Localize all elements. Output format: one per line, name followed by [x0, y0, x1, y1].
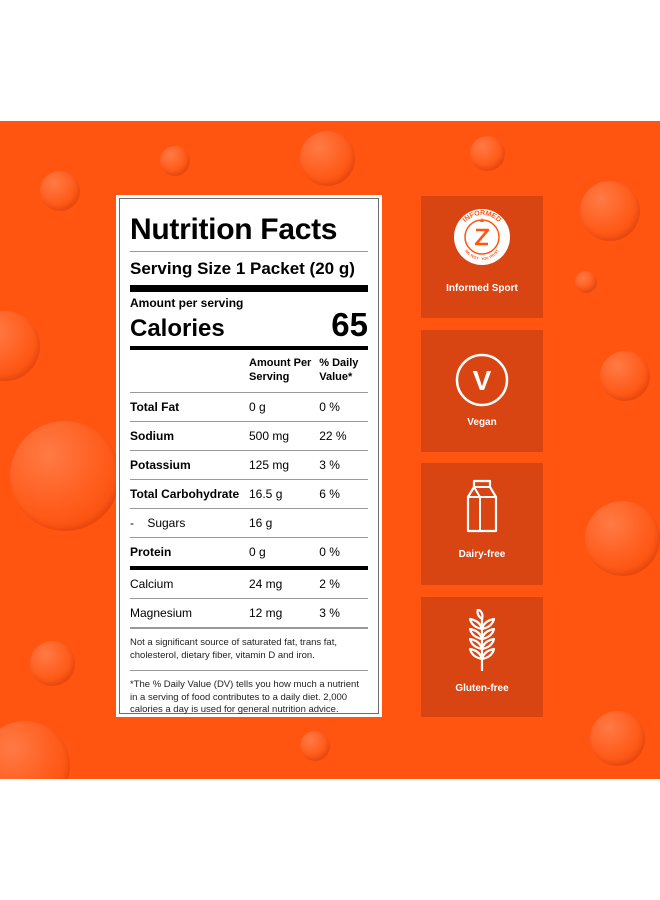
water-droplet	[160, 146, 190, 176]
water-droplet	[580, 181, 640, 241]
nutrient-amount: 125 mg	[249, 458, 290, 472]
nutrient-name: Calcium	[130, 577, 174, 591]
medium-divider	[130, 346, 368, 350]
nutrient-table: Total Fat 0 g 0 % Sodium 500 mg 22 % Potassium…	[130, 393, 368, 628]
nutrition-facts-title: Nutrition Facts	[130, 213, 338, 246]
nutrient-name: Total Carbohydrate	[130, 487, 240, 501]
water-droplet	[10, 421, 120, 531]
calories-label: Calories	[130, 315, 225, 342]
nutrient-name: Total Fat	[130, 400, 180, 414]
nutrient-name: Sodium	[130, 429, 174, 443]
nutrient-amount: 16.5 g	[249, 487, 283, 501]
water-droplet	[30, 641, 75, 686]
badge-informed-sport: INFORMED WE TEST · YOU TRUST Informed Sp…	[421, 196, 543, 318]
badge-caption: Dairy-free	[458, 549, 506, 560]
daily-value-column-header: % Daily Value*	[319, 357, 359, 383]
thick-divider	[130, 285, 368, 292]
nutrient-name: Magnesium	[130, 606, 193, 620]
milk-carton-icon	[466, 479, 498, 533]
nutrient-row: Total Fat 0 g 0 %	[130, 393, 368, 422]
water-droplet	[600, 351, 650, 401]
calories-row: Calories 65	[130, 308, 368, 342]
water-droplet	[300, 131, 355, 186]
water-droplet	[575, 271, 597, 293]
nutrient-amount: 24 mg	[249, 577, 283, 591]
nutrient-row: Protein 0 g 0 %	[130, 538, 368, 570]
serving-size: Serving Size 1 Packet (20 g)	[130, 251, 368, 285]
water-droplet	[585, 501, 660, 576]
nutrient-daily-value: 3 %	[319, 458, 340, 472]
nutrient-amount: 500 mg	[249, 429, 290, 443]
nutrient-daily-value: 0 %	[319, 545, 340, 559]
nutrient-daily-value: 0 %	[319, 400, 340, 414]
badge-caption: Vegan	[467, 417, 497, 428]
water-droplet	[470, 136, 505, 171]
nutrient-row: Sodium 500 mg 22 %	[130, 422, 368, 451]
nutrient-row: Magnesium 12 mg 3 %	[130, 599, 368, 628]
water-droplet	[0, 721, 70, 779]
water-droplet	[300, 731, 330, 761]
vegan-v-letter: V	[473, 365, 492, 396]
calories-value: 65	[331, 306, 368, 343]
badge-vegan: V Vegan	[421, 330, 543, 452]
nutrient-name: Protein	[130, 545, 172, 559]
column-headers: Amount Per Serving % Daily Value*	[130, 350, 368, 393]
nutrient-row: Calcium 24 mg 2 %	[130, 570, 368, 599]
water-droplet	[590, 711, 645, 766]
amount-per-serving: Amount per serving	[130, 296, 244, 310]
informed-sport-logo-icon: INFORMED WE TEST · YOU TRUST	[454, 209, 510, 265]
nutrient-daily-value: 6 %	[319, 487, 340, 501]
badge-dairy-free: Dairy-free	[421, 463, 543, 585]
nutrient-daily-value: 22 %	[319, 429, 347, 443]
nutrient-daily-value: 3 %	[319, 606, 340, 620]
nutrient-name: Potassium	[130, 458, 191, 472]
amount-column-header: Amount Per Serving	[249, 357, 312, 383]
nutrient-row: - Sugars 16 g	[130, 509, 368, 538]
footnote-daily-value: *The % Daily Value (DV) tells you how mu…	[130, 670, 368, 725]
nutrient-daily-value: 2 %	[319, 577, 340, 591]
badge-gluten-free: Gluten-free	[421, 597, 543, 717]
wheat-icon	[468, 609, 496, 671]
footnote-significant-source: Not a significant source of saturated fa…	[130, 628, 368, 670]
nutrient-name: - Sugars	[130, 516, 186, 530]
nutrient-row: Total Carbohydrate 16.5 g 6 %	[130, 480, 368, 509]
water-droplet	[0, 311, 40, 381]
nutrient-amount: 0 g	[249, 400, 266, 414]
water-droplet	[40, 171, 80, 211]
nutrition-facts-label: Nutrition Facts Serving Size 1 Packet (2…	[116, 195, 382, 717]
nutrient-amount: 0 g	[249, 545, 266, 559]
vegan-v-icon: V	[455, 353, 509, 407]
nutrient-amount: 12 mg	[249, 606, 283, 620]
nutrient-row: Potassium 125 mg 3 %	[130, 451, 368, 480]
badge-caption: Informed Sport	[446, 283, 518, 294]
badge-caption: Gluten-free	[455, 683, 509, 694]
nutrient-amount: 16 g	[249, 516, 273, 530]
